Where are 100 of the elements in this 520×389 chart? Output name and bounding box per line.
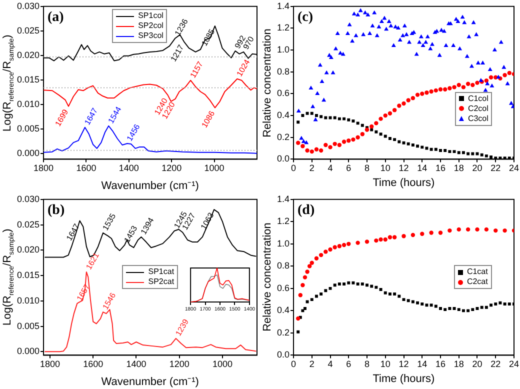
point bbox=[393, 138, 396, 142]
point bbox=[430, 148, 433, 151]
point bbox=[430, 304, 433, 307]
point bbox=[296, 316, 300, 321]
point bbox=[434, 304, 438, 308]
point bbox=[410, 96, 416, 100]
chart-title: (a) bbox=[48, 10, 64, 26]
y-tick-label: 1.0 bbox=[276, 238, 290, 248]
y-tick-label: 0.4 bbox=[276, 305, 290, 316]
point bbox=[337, 244, 342, 248]
point bbox=[502, 228, 507, 233]
point bbox=[420, 146, 424, 149]
x-tick-label: 24 bbox=[508, 359, 519, 370]
chart-title: (b) bbox=[48, 203, 65, 218]
x-tick-label: 24 bbox=[508, 163, 519, 174]
y-tick-label: 0.030 bbox=[16, 194, 40, 204]
x-tick-label: 1000 bbox=[204, 163, 224, 174]
point bbox=[366, 284, 368, 287]
point bbox=[406, 142, 410, 146]
point bbox=[393, 292, 396, 296]
legend-label: C2cat bbox=[466, 277, 488, 286]
point bbox=[314, 294, 318, 298]
point bbox=[383, 113, 388, 118]
point bbox=[314, 256, 319, 260]
point bbox=[338, 282, 341, 286]
point bbox=[406, 299, 410, 302]
point bbox=[434, 148, 438, 151]
point bbox=[324, 142, 328, 148]
point bbox=[374, 130, 378, 134]
point bbox=[332, 142, 337, 146]
y-tick-label: 0.005 bbox=[16, 123, 40, 134]
point bbox=[416, 144, 420, 148]
point bbox=[475, 80, 480, 85]
point bbox=[462, 309, 465, 312]
x-tick-label: 12 bbox=[398, 359, 409, 370]
point bbox=[438, 230, 443, 235]
x-tick-label: 6 bbox=[346, 163, 352, 174]
x-tick-label: 1800 bbox=[34, 163, 54, 174]
point bbox=[448, 86, 452, 90]
chart-title: (d) bbox=[298, 203, 315, 218]
y-tick-label: 1.4 bbox=[276, 0, 290, 11]
point bbox=[328, 247, 332, 252]
point bbox=[398, 294, 401, 298]
x-tick-label: 4 bbox=[328, 359, 333, 370]
point bbox=[475, 227, 480, 232]
x-tick-label: 1200 bbox=[162, 163, 182, 174]
y-tick-label: 0.025 bbox=[16, 219, 40, 230]
x-tick-label: 16 bbox=[435, 359, 446, 370]
point bbox=[388, 235, 392, 240]
x-tick-label: 2 bbox=[309, 163, 314, 174]
chart-title: (c) bbox=[298, 10, 314, 26]
point bbox=[360, 282, 364, 286]
point bbox=[480, 306, 484, 309]
point bbox=[456, 82, 461, 88]
point bbox=[320, 292, 323, 296]
point bbox=[342, 242, 346, 248]
point bbox=[392, 108, 397, 112]
point bbox=[301, 114, 304, 118]
x-tick-label: 1600 bbox=[76, 163, 96, 174]
point bbox=[494, 228, 498, 233]
point bbox=[406, 98, 410, 102]
point bbox=[320, 115, 323, 118]
point bbox=[374, 286, 378, 289]
point bbox=[457, 308, 460, 312]
x-tick-label: 8 bbox=[364, 163, 370, 174]
point bbox=[318, 252, 324, 258]
y-tick-label: 0.025 bbox=[16, 25, 40, 36]
y-tick-label: 1.2 bbox=[276, 216, 290, 226]
point bbox=[324, 250, 328, 254]
point bbox=[310, 260, 314, 265]
y-axis-title: Relative concentration bbox=[260, 222, 273, 332]
point bbox=[420, 92, 424, 96]
point bbox=[352, 120, 355, 122]
x-tick-label: 10 bbox=[380, 359, 390, 370]
legend-label: C1cat bbox=[466, 267, 488, 276]
point bbox=[356, 240, 360, 245]
point bbox=[384, 291, 387, 294]
point bbox=[415, 92, 420, 97]
x-tick-label: 1400 bbox=[126, 359, 146, 370]
point bbox=[488, 75, 494, 80]
point bbox=[347, 118, 350, 122]
point bbox=[300, 144, 305, 148]
x-tick-label: 1600 bbox=[83, 359, 104, 370]
point bbox=[457, 151, 460, 154]
point bbox=[484, 227, 489, 232]
x-tick-label: 1200 bbox=[169, 359, 190, 370]
x-tick-label: 22 bbox=[490, 163, 501, 174]
point bbox=[342, 140, 346, 144]
x-tick-label: 1400 bbox=[118, 163, 139, 174]
legend-label: C3col bbox=[468, 114, 488, 123]
point bbox=[305, 270, 310, 274]
point bbox=[333, 284, 336, 287]
point bbox=[347, 281, 350, 284]
point bbox=[388, 292, 392, 296]
point bbox=[438, 87, 443, 92]
point bbox=[388, 111, 392, 116]
point bbox=[346, 138, 351, 143]
point bbox=[484, 78, 489, 83]
point bbox=[356, 122, 360, 125]
point bbox=[307, 264, 312, 268]
